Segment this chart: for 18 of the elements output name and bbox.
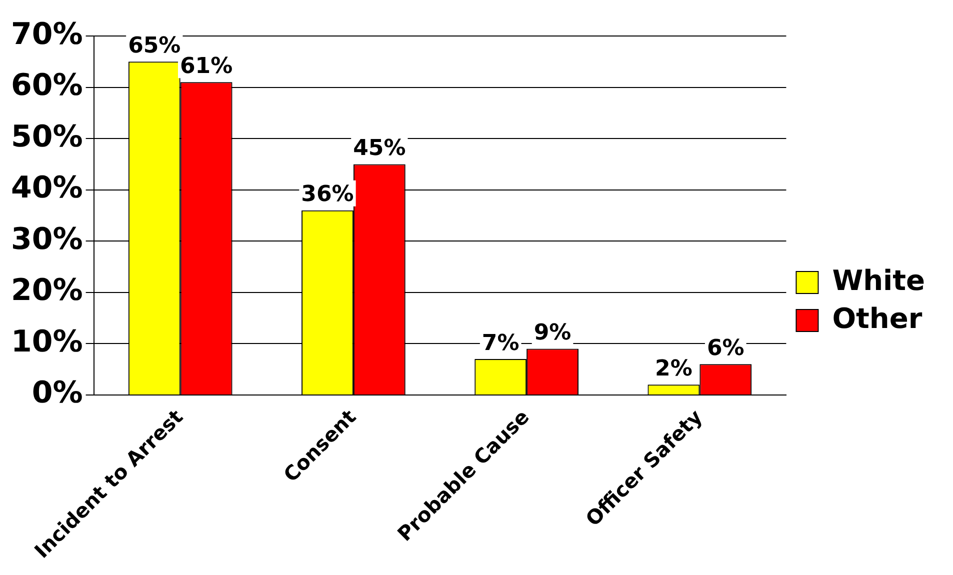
- data-label: 2%: [655, 356, 692, 382]
- y-tick-label: 0%: [32, 376, 83, 411]
- y-tick-label: 60%: [10, 68, 83, 104]
- data-label: 45%: [353, 136, 406, 161]
- y-tick-label: 40%: [10, 170, 83, 206]
- y-tick-label: 20%: [10, 273, 83, 308]
- data-label: 9%: [534, 320, 572, 346]
- data-label: 7%: [482, 330, 520, 356]
- legend-label: Other: [832, 302, 922, 335]
- y-tick-label: 30%: [10, 222, 83, 257]
- data-label: 36%: [301, 182, 354, 208]
- y-tick-label: 10%: [10, 324, 83, 360]
- legend-label: White: [832, 264, 926, 297]
- data-label: 6%: [706, 336, 744, 361]
- data-label: 65%: [128, 33, 181, 58]
- y-tick-label: 50%: [10, 119, 83, 154]
- y-tick-label: 70%: [10, 16, 83, 52]
- data-label: 61%: [180, 54, 233, 79]
